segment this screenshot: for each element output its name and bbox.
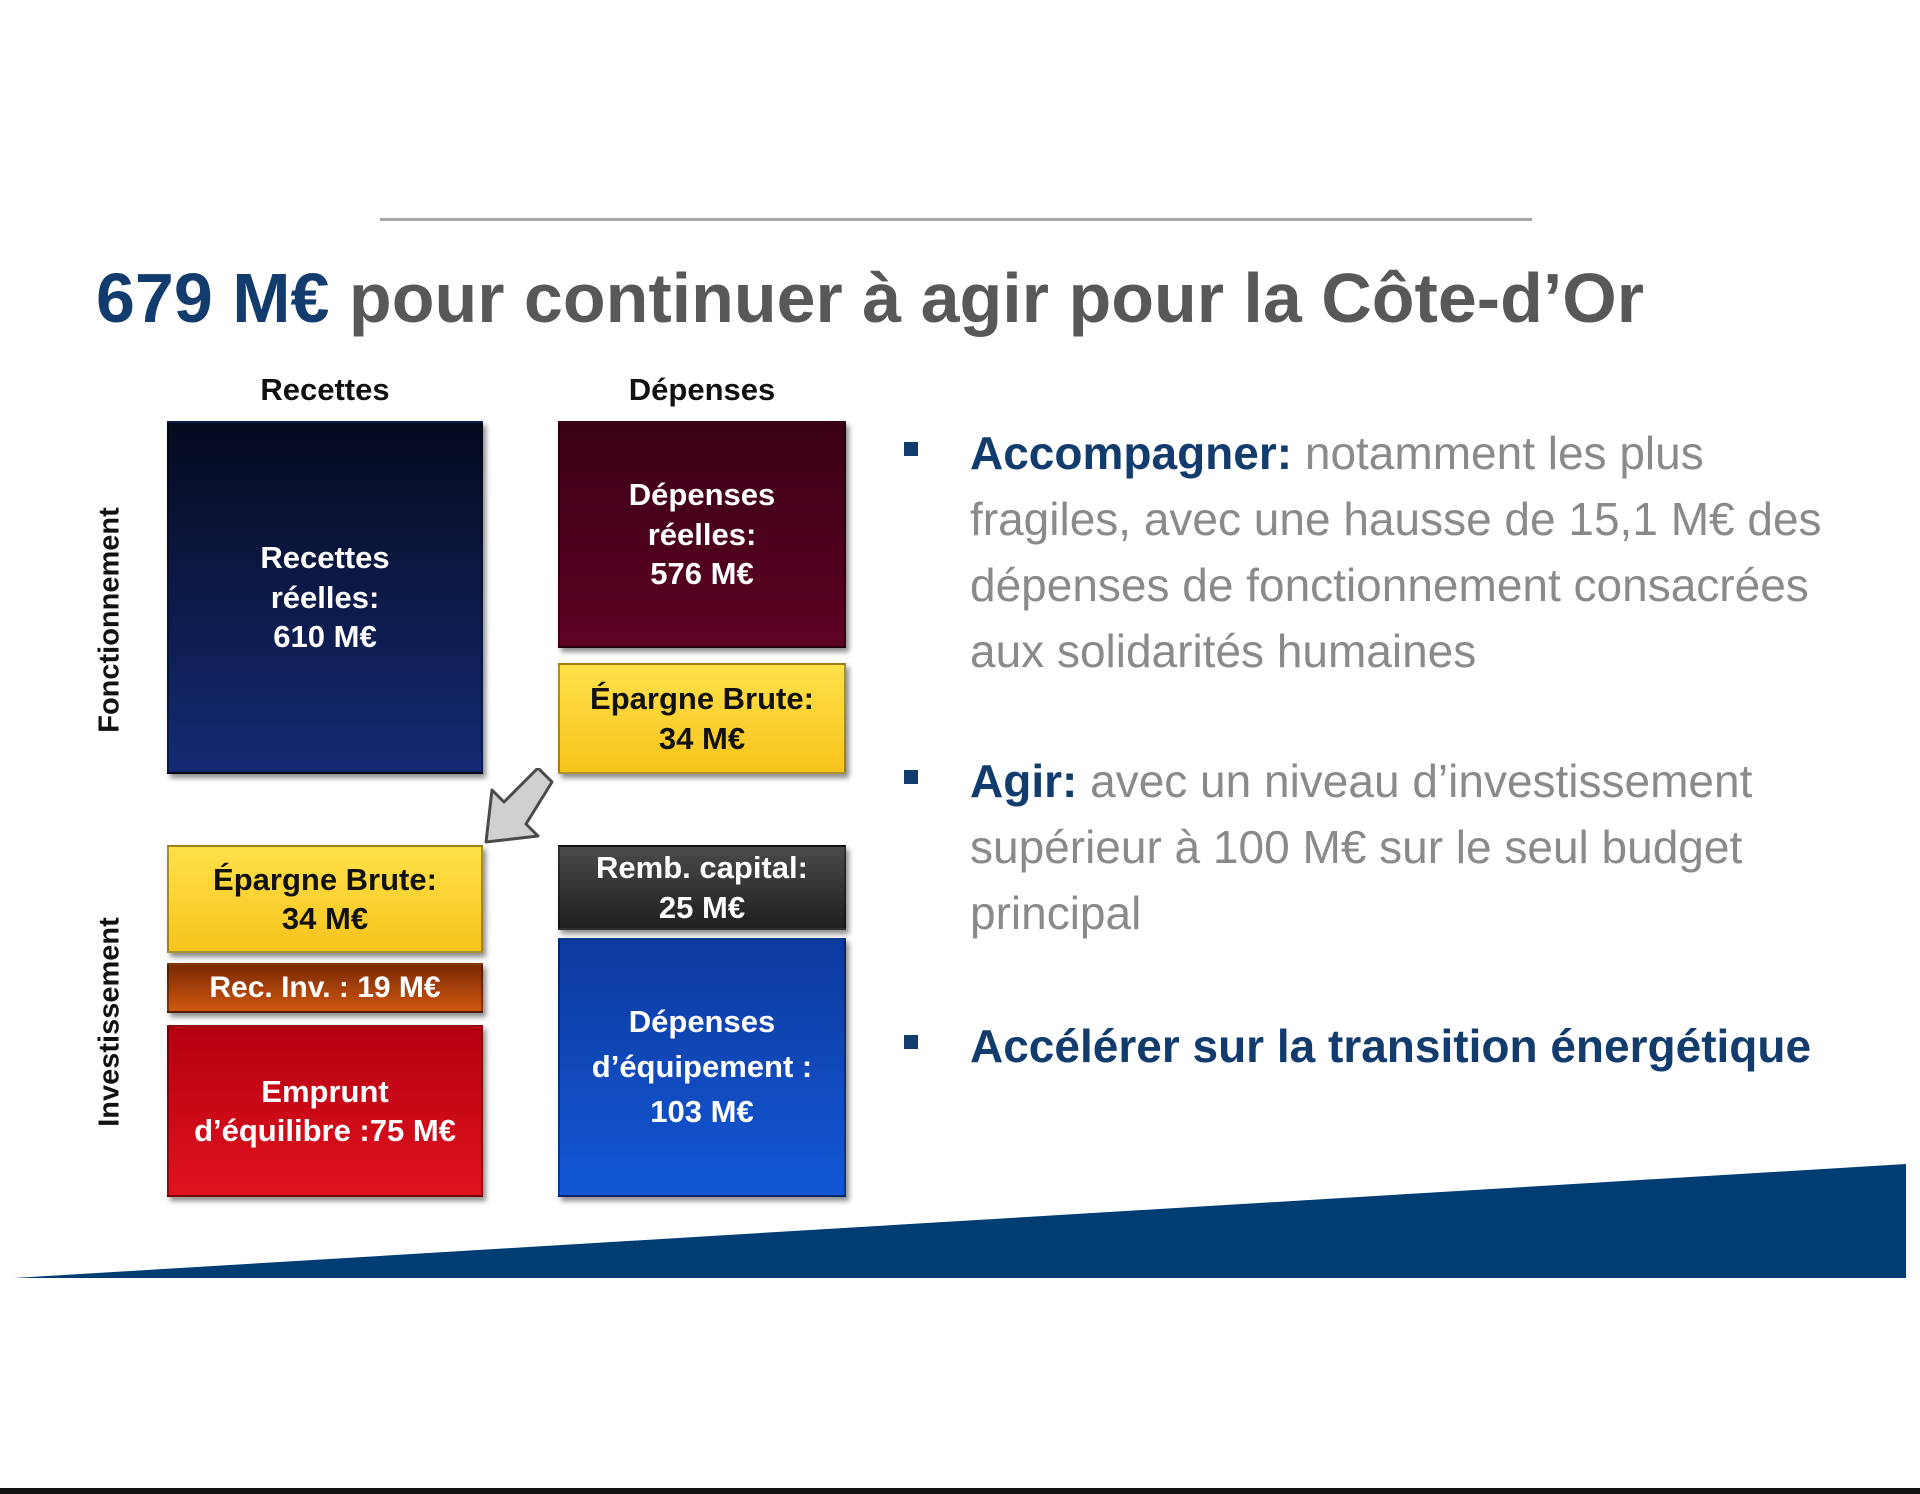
box-epargne-brute-fonctionnement-label: Épargne Brute: 34 M€ [590,681,814,756]
top-divider [380,218,1532,221]
column-header-depenses: Dépenses [628,372,776,407]
bullet-body: avec un niveau d’investissement supérieu… [970,755,1753,939]
box-depenses-reelles: Dépenses réelles: 576 M€ [558,421,846,648]
bullet-lead: Agir: [970,755,1078,807]
box-recettes-investissement-label: Rec. Inv. : 19 M€ [209,970,441,1004]
bullet-lead: Accélérer sur la transition énergétique [970,1020,1812,1072]
box-epargne-brute-investissement-label: Épargne Brute: 34 M€ [213,861,437,936]
box-epargne-brute-fonctionnement: Épargne Brute: 34 M€ [558,663,846,774]
box-depenses-equipement: Dépenses d’équipement : 103 M€ [558,938,846,1197]
column-header-recettes: Recettes [260,372,390,407]
square-bullet-icon [904,442,918,456]
box-emprunt-equilibre-label: Emprunt d’équilibre :75 M€ [194,1073,456,1148]
square-bullet-icon [904,770,918,784]
bullet-body: notamment les plus fragiles, avec une ha… [970,427,1822,677]
box-remboursement-capital: Remb. capital: 25 M€ [558,845,846,930]
decorative-wedge [14,1164,1906,1278]
box-recettes-investissement: Rec. Inv. : 19 M€ [167,963,483,1013]
bullet-text: Accélérer sur la transition énergétique [970,1013,1850,1079]
box-recettes-reelles: Recettes réelles: 610 M€ [167,421,483,774]
bottom-bar [0,1488,1920,1494]
box-epargne-brute-investissement: Épargne Brute: 34 M€ [167,845,483,953]
row-label-investissement: Investissement [93,917,126,1127]
bullet-text: Accompagner: notamment les plus fragiles… [970,420,1850,684]
page-title: 679 M€ pour continuer à agir pour la Côt… [96,258,1644,338]
title-accent: 679 M€ [96,259,330,337]
box-remboursement-capital-label: Remb. capital: 25 M€ [596,850,808,925]
box-depenses-reelles-label: Dépenses réelles: 576 M€ [628,477,776,592]
box-recettes-reelles-label: Recettes réelles: 610 M€ [260,540,390,655]
square-bullet-icon [904,1035,918,1049]
title-rest: pour continuer à agir pour la Côte-d’Or [329,259,1645,337]
bullet-text: Agir: avec un niveau d’investissement su… [970,748,1850,946]
box-depenses-equipement-label: Dépenses d’équipement : 103 M€ [591,1004,813,1129]
box-emprunt-equilibre: Emprunt d’équilibre :75 M€ [167,1025,483,1197]
row-label-fonctionnement: Fonctionnement [93,507,126,733]
bullet-lead: Accompagner: [970,427,1293,479]
down-left-arrow-icon [484,768,554,844]
